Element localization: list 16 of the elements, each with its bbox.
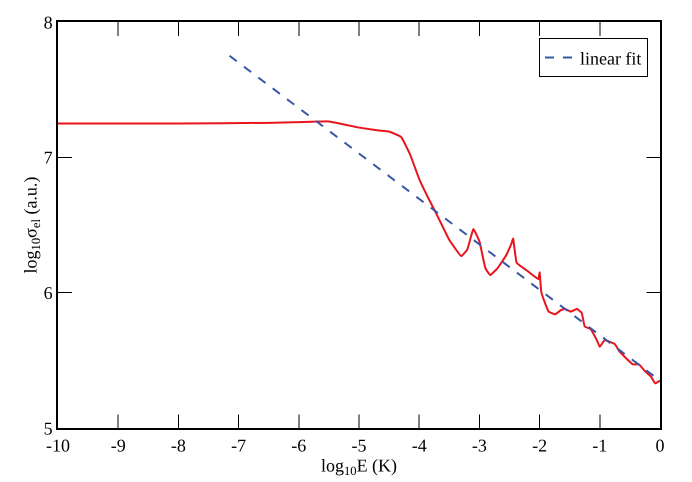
y-tick-label: 7 [44, 148, 53, 168]
x-tick-label: -9 [110, 435, 126, 456]
x-axis-title: log$_{10}$E (K) [320, 455, 398, 478]
x-tick-label: -4 [412, 435, 427, 456]
line-series [58, 120, 660, 384]
y-tick-label: 6 [44, 282, 53, 303]
x-tick-label: -3 [472, 435, 487, 456]
legend-label: linear fit [580, 48, 642, 68]
x-tick-label: -8 [170, 435, 186, 456]
x-tick-label: -2 [532, 435, 548, 456]
x-tick-label: -6 [291, 435, 306, 456]
y-tick-label: 8 [44, 12, 53, 32]
x-tick-label: -5 [352, 435, 366, 456]
x-tick-label: -7 [231, 435, 246, 456]
x-tick-label: 0 [656, 435, 664, 456]
x-tick-label: -1 [592, 435, 608, 456]
